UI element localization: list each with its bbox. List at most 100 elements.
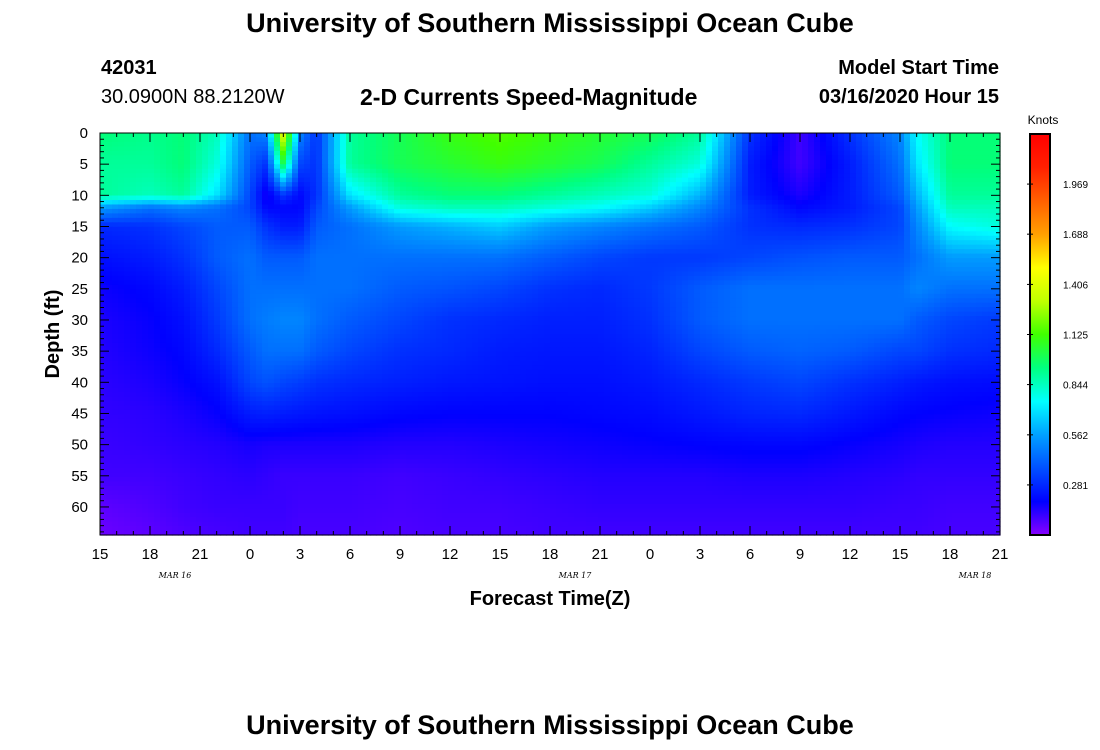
heatmap-cell <box>808 186 815 192</box>
heatmap-cell <box>220 262 227 268</box>
heatmap-cell <box>286 271 293 277</box>
heatmap-cell <box>424 235 431 241</box>
heatmap-cell <box>880 164 887 170</box>
heatmap-cell <box>904 186 911 192</box>
heatmap-cell <box>292 226 299 232</box>
heatmap-cell <box>832 155 839 161</box>
heatmap-cell <box>232 164 239 170</box>
heatmap-cell <box>802 173 809 179</box>
heatmap-cell <box>166 240 173 246</box>
heatmap-cell <box>262 235 269 241</box>
heatmap-cell <box>550 240 557 246</box>
heatmap-cell <box>940 150 947 156</box>
heatmap-cell <box>580 275 587 281</box>
heatmap-cell <box>604 262 611 268</box>
heatmap-cell <box>214 177 221 183</box>
heatmap-cell <box>772 262 779 268</box>
heatmap-cell <box>688 146 695 152</box>
heatmap-cell <box>208 217 215 223</box>
heatmap-cell <box>796 186 803 192</box>
heatmap-cell <box>886 258 893 264</box>
heatmap-cell <box>814 249 821 255</box>
heatmap-cell <box>112 267 119 273</box>
heatmap-cell <box>976 141 983 147</box>
heatmap-cell <box>604 133 611 139</box>
heatmap-cell <box>304 155 311 161</box>
heatmap-cell <box>400 262 407 268</box>
heatmap-cell <box>490 141 497 147</box>
heatmap-cell <box>424 186 431 192</box>
heatmap-cell <box>496 204 503 210</box>
heatmap-cell <box>292 173 299 179</box>
heatmap-cell <box>742 159 749 165</box>
heatmap-cell <box>640 208 647 214</box>
heatmap-cell <box>820 164 827 170</box>
heatmap-cell <box>112 137 119 143</box>
heatmap-cell <box>922 200 929 206</box>
heatmap-cell <box>886 133 893 139</box>
heatmap-cell <box>400 146 407 152</box>
heatmap-cell <box>568 275 575 281</box>
heatmap-cell <box>796 262 803 268</box>
heatmap-cell <box>550 200 557 206</box>
heatmap-cell <box>568 249 575 255</box>
heatmap-cell <box>418 240 425 246</box>
heatmap-cell <box>382 275 389 281</box>
heatmap-cell <box>334 133 341 139</box>
heatmap-cell <box>376 244 383 250</box>
heatmap-cell <box>400 271 407 277</box>
heatmap-cell <box>586 177 593 183</box>
heatmap-cell <box>442 141 449 147</box>
heatmap-cell <box>556 133 563 139</box>
heatmap-cell <box>304 150 311 156</box>
heatmap-cell <box>214 262 221 268</box>
heatmap-cell <box>232 262 239 268</box>
heatmap-cell <box>292 271 299 277</box>
heatmap-cell <box>118 240 125 246</box>
heatmap-cell <box>538 146 545 152</box>
heatmap-cell <box>556 231 563 237</box>
heatmap-cell <box>970 150 977 156</box>
heatmap-cell <box>406 258 413 264</box>
heatmap-cell <box>826 208 833 214</box>
heatmap-cell <box>892 150 899 156</box>
heatmap-cell <box>112 244 119 250</box>
heatmap-cell <box>502 159 509 165</box>
heatmap-cell <box>196 150 203 156</box>
heatmap-cell <box>958 133 965 139</box>
heatmap-cell <box>886 173 893 179</box>
heatmap-cell <box>256 159 263 165</box>
heatmap-cell <box>628 275 635 281</box>
heatmap-cell <box>586 271 593 277</box>
heatmap-cell <box>538 150 545 156</box>
heatmap-cell <box>238 267 245 273</box>
heatmap-cell <box>826 258 833 264</box>
heatmap-cell <box>160 235 167 241</box>
heatmap-cell <box>142 150 149 156</box>
heatmap-cell <box>118 159 125 165</box>
heatmap-cell <box>208 222 215 228</box>
heatmap-cell <box>904 146 911 152</box>
heatmap-cell <box>916 177 923 183</box>
heatmap-cell <box>754 275 761 281</box>
heatmap-cell <box>784 150 791 156</box>
heatmap-cell <box>460 168 467 174</box>
heatmap-cell <box>106 146 113 152</box>
heatmap-cell <box>586 222 593 228</box>
heatmap-cell <box>928 177 935 183</box>
heatmap-cell <box>400 173 407 179</box>
heatmap-cell <box>964 182 971 188</box>
heatmap-cell <box>640 191 647 197</box>
heatmap-cell <box>988 141 995 147</box>
heatmap-cell <box>808 168 815 174</box>
heatmap-cell <box>862 137 869 143</box>
heatmap-cell <box>274 222 281 228</box>
heatmap-cell <box>922 141 929 147</box>
heatmap-cell <box>286 182 293 188</box>
heatmap-cell <box>832 141 839 147</box>
heatmap-cell <box>184 213 191 219</box>
heatmap-cell <box>340 137 347 143</box>
heatmap-cell <box>826 159 833 165</box>
heatmap-cell <box>982 177 989 183</box>
heatmap-cell <box>886 231 893 237</box>
